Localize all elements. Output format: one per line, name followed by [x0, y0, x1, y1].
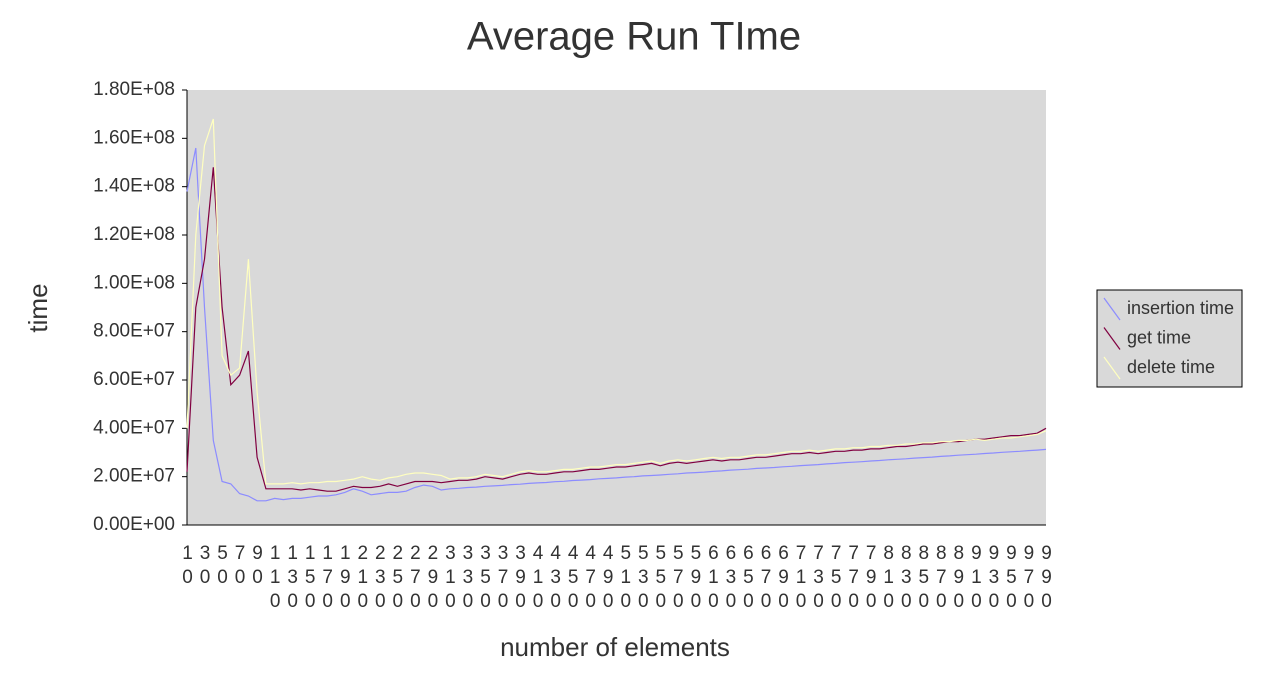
legend-swatch: [1103, 356, 1121, 380]
legend-label: insertion time: [1127, 298, 1234, 318]
x-tick-label: 910: [966, 543, 987, 615]
x-tick-label: 650: [738, 543, 759, 615]
series-line: [186, 118, 1047, 485]
x-tick-label: 630: [720, 543, 741, 615]
x-tick-label: 70: [230, 543, 251, 591]
y-tick-label: 1.40E+08: [93, 176, 175, 197]
x-tick-label: 10: [177, 543, 198, 591]
y-tick-label: 1.20E+08: [93, 224, 175, 245]
y-tick-label: 2.00E+07: [93, 466, 175, 487]
legend-swatch: [1103, 327, 1121, 350]
x-tick-label: 950: [1001, 543, 1022, 615]
x-tick-label: 830: [896, 543, 917, 615]
legend-label: delete time: [1127, 357, 1215, 377]
y-tick-label: 1.00E+08: [93, 272, 175, 293]
x-tick-label: 670: [755, 543, 776, 615]
y-tick-label: 0.00E+00: [93, 514, 175, 535]
x-tick-label: 50: [212, 543, 233, 591]
x-tick-label: 490: [598, 543, 619, 615]
x-tick-label: 190: [335, 543, 356, 615]
x-tick-label: 110: [265, 543, 286, 615]
y-tick-label: 4.00E+07: [93, 417, 175, 438]
x-tick-label: 470: [580, 543, 601, 615]
x-tick-label: 430: [545, 543, 566, 615]
series-line: [186, 147, 1047, 502]
x-tick-label: 970: [1018, 543, 1039, 615]
x-tick-label: 890: [948, 543, 969, 615]
x-tick-label: 710: [791, 543, 812, 615]
x-axis-title: number of elements: [500, 632, 730, 662]
x-tick-label: 170: [317, 543, 338, 615]
x-tick-label: 310: [440, 543, 461, 615]
x-tick-label: 410: [528, 543, 549, 615]
chart-title: Average Run TIme: [467, 15, 801, 59]
x-tick-label: 210: [352, 543, 373, 615]
y-tick-label: 8.00E+07: [93, 321, 175, 342]
x-tick-label: 990: [1036, 543, 1057, 615]
x-tick-label: 930: [983, 543, 1004, 615]
legend-swatch: [1103, 297, 1121, 321]
y-axis-title: time: [23, 283, 53, 332]
x-tick-label: 690: [773, 543, 794, 615]
x-tick-label: 350: [475, 543, 496, 615]
x-tick-label: 30: [195, 543, 216, 591]
x-tick-label: 290: [422, 543, 443, 615]
x-tick-label: 850: [913, 543, 934, 615]
legend-label: get time: [1127, 327, 1191, 347]
series-line: [186, 167, 1047, 492]
x-tick-label: 550: [650, 543, 671, 615]
x-tick-label: 790: [861, 543, 882, 615]
x-tick-label: 530: [633, 543, 654, 615]
legend: [1096, 289, 1243, 388]
x-tick-label: 390: [510, 543, 531, 615]
x-tick-label: 270: [405, 543, 426, 615]
x-tick-label: 90: [247, 543, 268, 591]
x-tick-label: 370: [493, 543, 514, 615]
x-tick-label: 570: [668, 543, 689, 615]
x-tick-label: 770: [843, 543, 864, 615]
x-tick-label: 330: [457, 543, 478, 615]
x-tick-label: 870: [931, 543, 952, 615]
x-tick-label: 610: [703, 543, 724, 615]
y-tick-label: 1.80E+08: [93, 79, 175, 100]
x-tick-label: 590: [685, 543, 706, 615]
y-tick-label: 1.60E+08: [93, 127, 175, 148]
x-tick-label: 810: [878, 543, 899, 615]
plot-area: [187, 90, 1046, 525]
x-tick-label: 750: [826, 543, 847, 615]
x-tick-label: 230: [370, 543, 391, 615]
x-tick-label: 250: [387, 543, 408, 615]
x-tick-label: 150: [300, 543, 321, 615]
x-tick-label: 510: [615, 543, 636, 615]
x-tick-label: 730: [808, 543, 829, 615]
x-tick-label: 450: [563, 543, 584, 615]
y-tick-label: 6.00E+07: [93, 369, 175, 390]
x-tick-label: 130: [282, 543, 303, 615]
